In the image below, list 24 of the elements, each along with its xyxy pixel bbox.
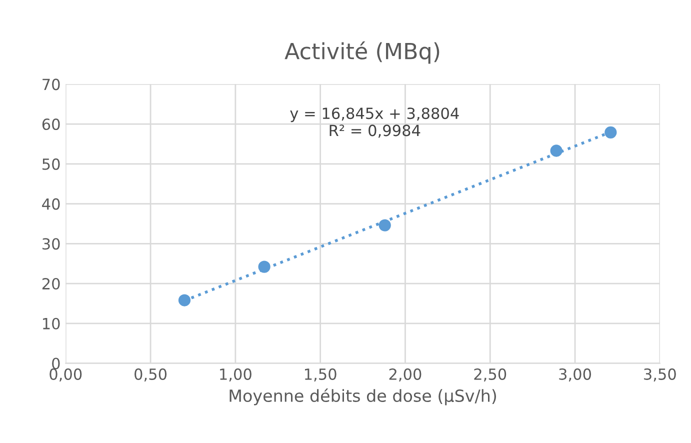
y-tick-label: 0 — [52, 358, 60, 370]
x-tick-label: 2,50 — [474, 368, 506, 382]
chart-title: Activité (MBq) — [284, 41, 440, 64]
point — [550, 144, 562, 157]
x-tick-label: 3,00 — [559, 368, 592, 382]
annotation: y = 16,845x + 3,8804 R² = 0,9984 — [290, 108, 459, 138]
x-tick-label: 0,50 — [134, 368, 167, 382]
y-tick-label: 30 — [42, 238, 60, 250]
x-tick-label: 1,00 — [220, 368, 252, 382]
y-tick-label: 20 — [42, 278, 60, 290]
x-tick-label: 1,50 — [305, 368, 336, 382]
y-tick-label: 60 — [42, 118, 60, 130]
point — [604, 126, 617, 138]
x-axis-title: Moyenne débits de dose (µSv/h) — [230, 388, 496, 406]
x-tick-label: 0,00 — [50, 368, 82, 382]
x-tick-label: 3,50 — [644, 368, 676, 382]
y-tick-label: 70 — [42, 78, 60, 90]
point — [258, 260, 270, 273]
x-tick-label: 2,00 — [389, 368, 422, 382]
y-tick-label: 10 — [43, 318, 60, 330]
point — [378, 219, 391, 232]
y-tick-label: 50 — [42, 158, 60, 170]
point — [178, 294, 191, 306]
y-tick-label: 40 — [42, 198, 60, 210]
